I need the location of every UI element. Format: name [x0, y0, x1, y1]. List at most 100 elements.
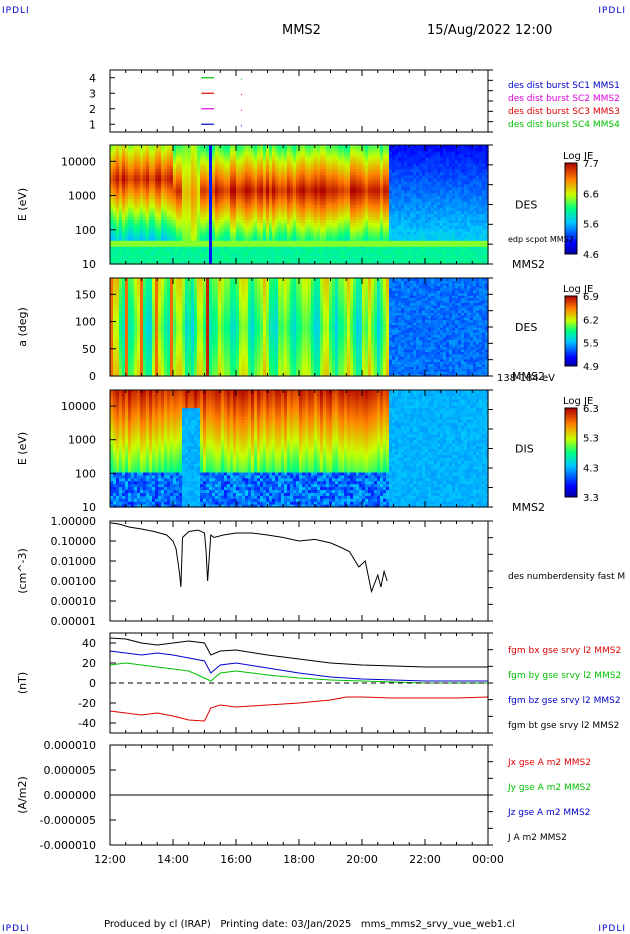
spectrogram-cell [125, 210, 129, 215]
spectrogram-cell [287, 210, 291, 215]
spectrogram-cell [188, 174, 192, 179]
spectrogram-cell [155, 165, 159, 170]
spectrogram-cell [293, 162, 297, 167]
spectrogram-cell [170, 159, 174, 164]
spectrogram-cell [119, 162, 123, 167]
spectrogram-cell [281, 222, 285, 226]
spectrogram-cell [125, 249, 129, 253]
spectrogram-cell [110, 165, 114, 170]
spectrogram-cell [227, 186, 231, 191]
spectrogram-cell [137, 192, 141, 197]
spectrogram-cell [143, 159, 147, 164]
spectrogram-cell [206, 204, 210, 209]
spectrogram-cell [269, 174, 273, 179]
spectrogram-cell [179, 258, 183, 262]
spectrogram-cell [161, 258, 165, 262]
spectrogram-cell [212, 189, 216, 194]
spectrogram-cell [284, 207, 288, 212]
spectrogram-cell [146, 183, 150, 188]
spectrogram-cell [287, 213, 291, 218]
spectrogram-cell [158, 249, 162, 253]
spectrogram-cell [110, 183, 114, 188]
spectrogram-cell [278, 174, 282, 179]
spectrogram-cell [110, 189, 114, 194]
spectrogram-cell [242, 234, 246, 238]
spectrogram-cell [173, 153, 177, 158]
spectrogram-cell [278, 216, 282, 220]
spectrogram-cell [173, 186, 177, 191]
spectrogram-cell [218, 168, 222, 173]
spectrogram-cell [143, 195, 147, 200]
spectrogram-cell [200, 145, 204, 149]
spectrogram-cell [209, 189, 213, 194]
spectrogram-cell [248, 201, 252, 206]
spectrogram-cell [293, 183, 297, 188]
spectrogram-cell [284, 147, 288, 152]
spectrogram-cell [194, 225, 198, 229]
spectrogram-cell [128, 222, 132, 226]
spectrogram-cell [287, 156, 291, 161]
spectrogram-cell [227, 165, 231, 170]
spectrogram-cell [146, 255, 150, 259]
spectrogram-cell [119, 165, 123, 170]
spectrogram-cell [260, 192, 264, 197]
spectrogram-cell [257, 261, 261, 265]
spectrogram-cell [260, 198, 264, 203]
spectrogram-cell [248, 252, 252, 256]
spectrogram-cell [155, 222, 159, 226]
spectrogram-cell [140, 174, 144, 179]
spectrogram-cell [209, 201, 213, 206]
spectrogram-cell [134, 252, 138, 256]
spectrogram-cell [179, 150, 183, 155]
spectrogram-cell [266, 198, 270, 203]
spectrogram-cell [260, 213, 264, 218]
spectrogram-cell [224, 216, 228, 220]
spectrogram-cell [119, 201, 123, 206]
spectrogram-cell [293, 252, 297, 256]
spectrogram-cell [281, 177, 285, 182]
spectrogram-cell [212, 219, 216, 223]
spectrogram-cell [257, 145, 261, 149]
spectrogram-cell [272, 261, 276, 265]
spectrogram-cell [269, 222, 273, 226]
spectrogram-cell [206, 183, 210, 188]
spectrogram-cell [263, 168, 267, 173]
spectrogram-cell [218, 177, 222, 182]
spectrogram-cell [296, 255, 300, 259]
spectrogram-cell [227, 156, 231, 161]
spectrogram-cell [251, 246, 255, 250]
spectrogram-cell [167, 246, 171, 250]
spectrogram-cell [233, 210, 237, 215]
spectrogram-cell [143, 168, 147, 173]
spectrogram-cell [161, 189, 165, 194]
spectrogram-cell [266, 195, 270, 200]
spectrogram-cell [128, 177, 132, 182]
spectrogram-cell [293, 240, 297, 244]
date-title: 15/Aug/2022 12:00 [427, 23, 553, 38]
spectrogram-cell [284, 225, 288, 229]
spectrogram-cell [266, 225, 270, 229]
spectrogram-cell [158, 228, 162, 232]
spectrogram-cell [110, 150, 114, 155]
spectrogram-cell [137, 249, 141, 253]
spectrogram-cell [128, 180, 132, 185]
spectrogram-cell [278, 246, 282, 250]
spectrogram-cell [179, 243, 183, 247]
spectrogram-cell [161, 145, 165, 149]
spectrogram-cell [290, 168, 294, 173]
spectrogram-cell [233, 156, 237, 161]
spectrogram-cell [224, 246, 228, 250]
spectrogram-cell [200, 207, 204, 212]
spectrogram-cell [185, 225, 189, 229]
spectrogram-cell [194, 186, 198, 191]
spectrogram-cell [113, 222, 117, 226]
spectrogram-cell [149, 207, 153, 212]
spectrogram-cell [146, 228, 150, 232]
spectrogram-cell [233, 234, 237, 238]
spectrogram-cell [248, 237, 252, 241]
spectrogram-cell [200, 156, 204, 161]
spectrogram-cell [176, 147, 180, 152]
spectrogram-cell [116, 177, 120, 182]
spectrogram-cell [182, 252, 186, 256]
spectrogram-cell [137, 222, 141, 226]
